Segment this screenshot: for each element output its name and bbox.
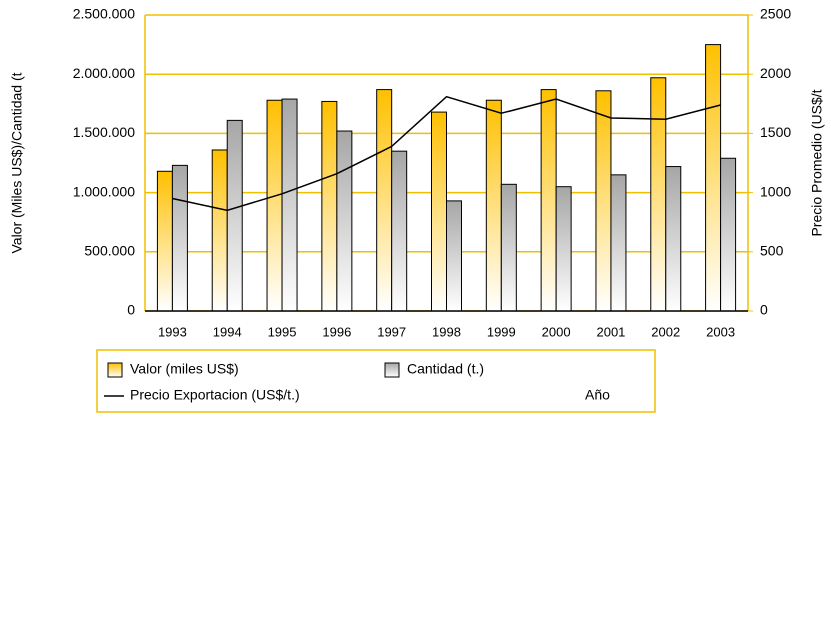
x-tick-label: 1994 [213,324,242,339]
y-tick-label: 1.000.000 [73,183,135,199]
y-tick-label: 0 [127,302,135,318]
x-tick-label: 1995 [268,324,297,339]
y2-tick-label: 0 [760,302,768,318]
bar [336,130,353,312]
y2-axis-title: Precio Promedio (US$/t [809,89,825,236]
y-tick-label: 1.500.000 [73,124,135,140]
legend-swatch [107,362,123,378]
y-axis-title: Valor (Miles US$)/Cantidad (t [9,72,25,253]
x-tick-label: 1997 [377,324,406,339]
bar [171,164,188,312]
line-series [172,95,721,212]
bar [431,111,447,312]
bar [211,149,228,312]
x-tick-label: 1998 [432,324,461,339]
bar [391,150,408,312]
bar [156,170,173,312]
y2-tick-label: 1000 [760,183,791,199]
x-tick-label: 2003 [706,324,735,339]
bar [446,200,462,312]
y-tick-label: 500.000 [84,243,135,259]
x-tick-label: 1996 [322,324,351,339]
bar [610,174,627,312]
legend-label: Precio Exportacion (US$/t.) [130,387,300,403]
bar [540,89,557,312]
x-tick-label: 1993 [158,324,187,339]
legend-box [96,349,656,413]
bar [281,98,298,312]
x-axis-title: Año [585,387,610,403]
y-tick-label: 2.000.000 [73,65,135,81]
x-tick-label: 2000 [542,324,571,339]
bar [650,77,667,312]
bar [705,44,722,312]
legend-swatch [384,362,400,378]
y2-tick-label: 2500 [760,6,791,22]
bar [595,90,612,312]
bar [485,99,502,312]
x-tick-label: 2002 [651,324,680,339]
bar [226,119,243,312]
bar [266,99,283,312]
bar [500,183,517,312]
bar [321,100,338,312]
y2-tick-label: 2000 [760,65,791,81]
y2-tick-label: 500 [760,243,784,259]
legend-label: Valor (miles US$) [130,361,239,377]
bar [376,89,393,312]
bar [720,157,737,312]
bar [555,186,572,312]
y2-tick-label: 1500 [760,124,791,140]
y-tick-label: 2.500.000 [73,6,135,22]
x-tick-label: 1999 [487,324,516,339]
x-tick-label: 2001 [596,324,625,339]
bar [665,166,682,312]
legend-label: Cantidad (t.) [407,361,484,377]
